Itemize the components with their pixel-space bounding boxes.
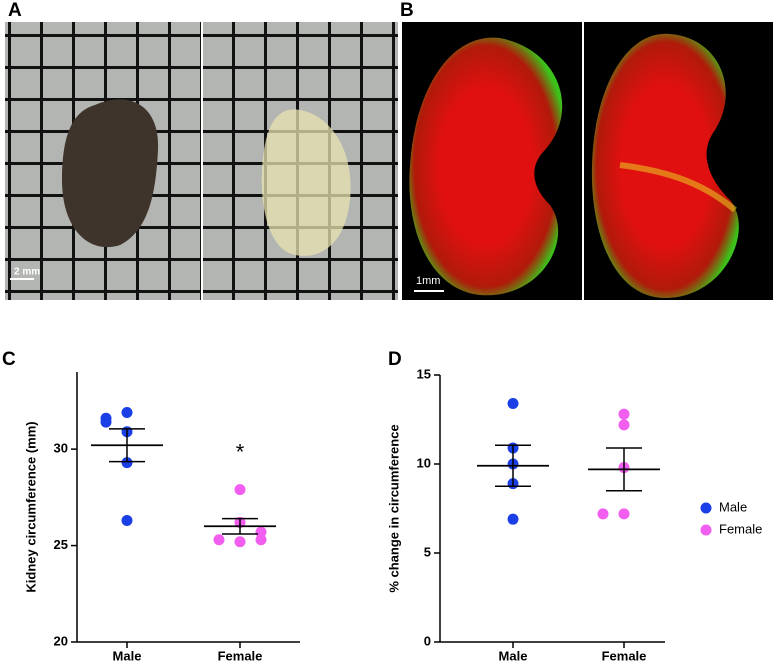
panel-label: A [8, 0, 22, 21]
annotation: * [236, 439, 245, 464]
y-axis-label: Kidney circumference (mm) [23, 421, 38, 592]
data-point [618, 508, 630, 520]
data-point [597, 508, 609, 520]
y-tick-label: 5 [424, 544, 431, 559]
data-point [234, 536, 246, 548]
data-point [618, 419, 630, 431]
y-tick-label: 25 [54, 537, 68, 552]
legend-label: Male [719, 499, 747, 514]
legend-marker [700, 502, 712, 514]
y-tick-label: 0 [424, 633, 431, 648]
x-tick-label: Male [499, 648, 528, 663]
data-point [507, 513, 519, 525]
photo-a [5, 22, 398, 300]
panel-label: B [400, 0, 414, 21]
data-point [234, 484, 246, 496]
y-tick-label: 20 [54, 633, 68, 648]
x-tick-label: Female [218, 648, 263, 663]
y-tick-label: 10 [417, 455, 431, 470]
scale-bar-label: 2 mm [14, 267, 40, 278]
panel-label: C [2, 349, 16, 370]
data-point [100, 416, 112, 428]
data-point [255, 526, 267, 538]
y-tick-label: 30 [54, 441, 68, 456]
x-tick-label: Female [602, 648, 647, 663]
data-point [507, 397, 519, 409]
x-tick-label: Male [113, 648, 142, 663]
data-point [121, 457, 133, 469]
data-point [121, 515, 133, 526]
data-point [213, 534, 225, 546]
scale-bar-label: 1mm [416, 275, 440, 287]
legend-label: Female [719, 521, 762, 536]
y-tick-label: 15 [417, 366, 431, 381]
panel-label: D [388, 349, 402, 370]
data-point [121, 407, 133, 418]
data-point [618, 408, 630, 420]
data-point [255, 534, 267, 546]
photo-b [402, 22, 773, 300]
legend-marker [700, 524, 712, 536]
y-axis-label: % change in circumference [386, 424, 401, 592]
